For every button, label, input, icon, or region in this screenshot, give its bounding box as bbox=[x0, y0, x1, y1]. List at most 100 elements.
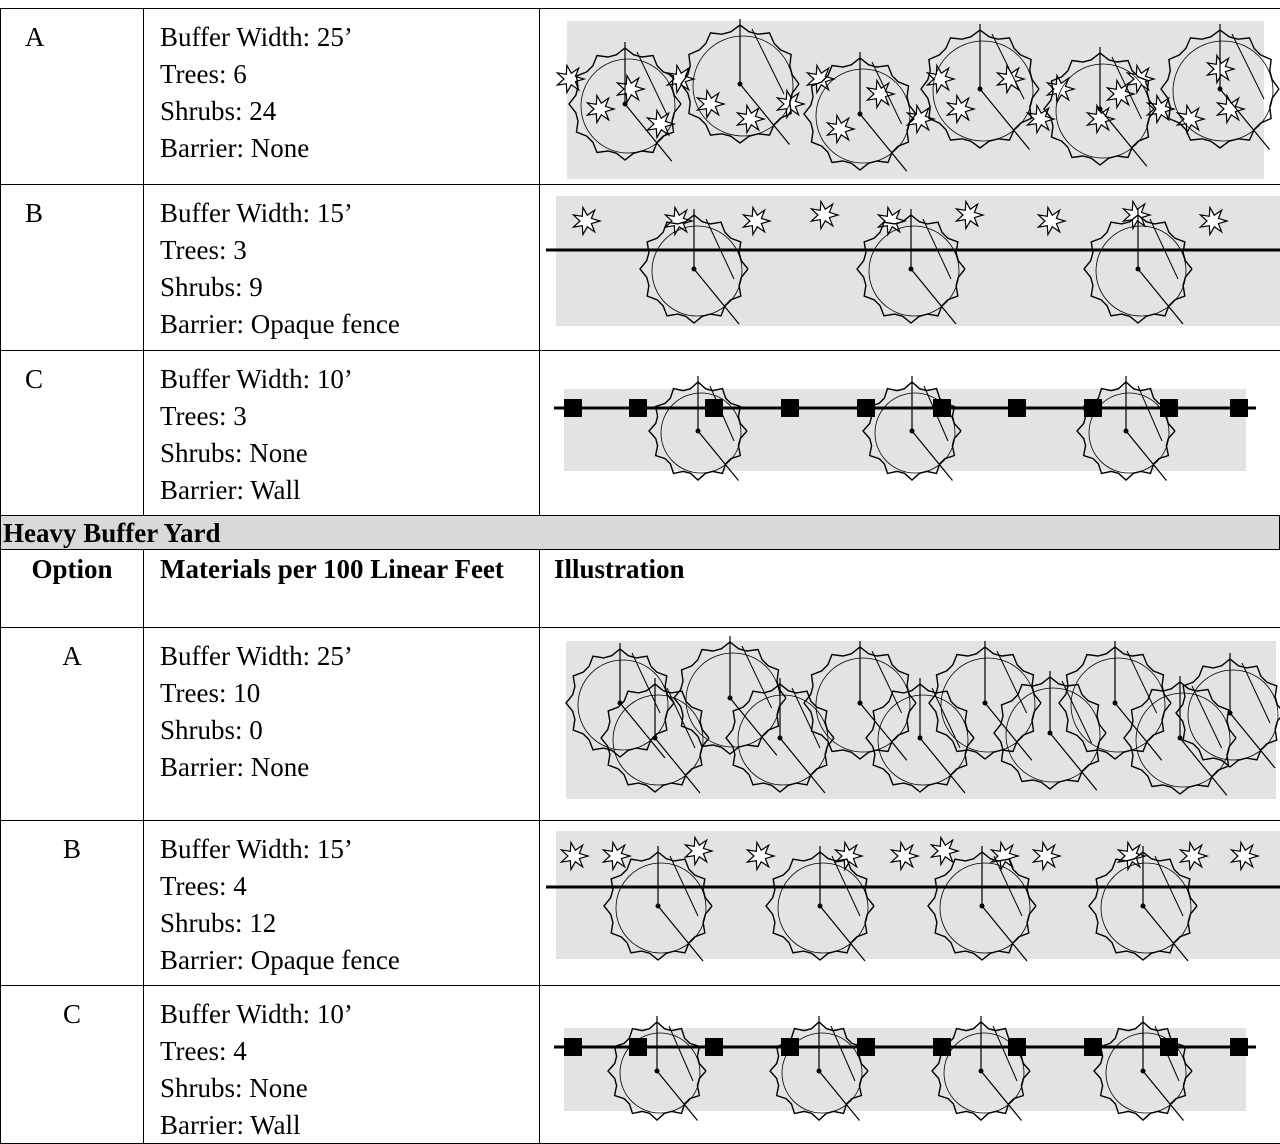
tree-center bbox=[982, 700, 988, 706]
material-line: Buffer Width: 25’ bbox=[160, 22, 353, 52]
material-line: Shrubs: None bbox=[160, 1073, 308, 1103]
tree bbox=[725, 683, 835, 793]
tree-center bbox=[979, 903, 985, 909]
shrub bbox=[665, 63, 697, 95]
tree-center bbox=[777, 735, 783, 741]
tree-branch bbox=[1126, 650, 1158, 714]
wall-post bbox=[1160, 399, 1178, 417]
material-line: Buffer Width: 25’ bbox=[160, 641, 353, 671]
wall-post bbox=[629, 399, 647, 417]
tree-branch bbox=[1137, 268, 1184, 325]
tree-branch bbox=[931, 687, 961, 749]
tree bbox=[932, 40, 1034, 142]
shrub bbox=[601, 840, 633, 872]
material-line: Trees: 6 bbox=[160, 59, 247, 89]
tree-center bbox=[655, 903, 661, 909]
tree-center bbox=[1097, 106, 1103, 112]
tree-branch bbox=[871, 61, 903, 125]
buffer-area bbox=[566, 641, 1276, 799]
option-cell: C bbox=[0, 985, 144, 1144]
tree bbox=[1172, 40, 1274, 142]
tree-branch bbox=[1142, 905, 1189, 962]
material-line: Barrier: None bbox=[160, 752, 310, 782]
tree-branch bbox=[831, 855, 861, 917]
header-text: Option bbox=[31, 554, 113, 584]
tree bbox=[619, 1032, 701, 1114]
tree-branch bbox=[666, 687, 696, 749]
option-label: C bbox=[25, 364, 44, 394]
tree-branch bbox=[911, 430, 953, 481]
buffer-area bbox=[556, 196, 1280, 326]
shrub bbox=[805, 63, 837, 95]
wall-post bbox=[564, 1038, 582, 1056]
tree-branch bbox=[979, 88, 1030, 150]
tree bbox=[1088, 851, 1198, 961]
tree-center bbox=[1140, 903, 1146, 909]
material-line: Trees: 3 bbox=[160, 401, 247, 431]
tree-center bbox=[622, 101, 628, 107]
tree bbox=[580, 58, 676, 154]
tree bbox=[769, 1021, 869, 1121]
material-line: Barrier: Wall bbox=[160, 1110, 301, 1140]
tree-branch bbox=[830, 1025, 856, 1082]
illustration-cell bbox=[539, 184, 1280, 351]
tree bbox=[920, 29, 1040, 149]
wall-post bbox=[705, 1038, 723, 1056]
wall-post bbox=[933, 399, 951, 417]
tree-branch bbox=[1231, 33, 1265, 100]
tree-branch bbox=[624, 103, 673, 162]
tree bbox=[692, 35, 794, 137]
shrub bbox=[1031, 840, 1063, 872]
option-label: B bbox=[62, 834, 81, 864]
tree bbox=[1175, 658, 1280, 768]
tree-center bbox=[977, 86, 983, 92]
tree bbox=[673, 641, 787, 755]
illustration-cell bbox=[539, 985, 1280, 1144]
tree-center bbox=[857, 700, 863, 706]
tree bbox=[993, 676, 1107, 790]
tree-branch bbox=[991, 33, 1025, 100]
shrub bbox=[555, 63, 587, 95]
option-cell: C bbox=[0, 350, 144, 516]
buffer-area bbox=[564, 389, 1246, 471]
shrub bbox=[745, 840, 777, 872]
tree-center bbox=[1140, 1068, 1146, 1074]
tree-branch bbox=[669, 855, 699, 917]
material-line: Barrier: Opaque fence bbox=[160, 309, 400, 339]
tree bbox=[777, 862, 869, 954]
wall-post bbox=[1084, 399, 1102, 417]
tree-branch bbox=[871, 650, 903, 714]
tree bbox=[1055, 63, 1151, 159]
material-line: Buffer Width: 15’ bbox=[160, 834, 353, 864]
illustration bbox=[554, 376, 1256, 481]
materials-cell: Buffer Width: 25’ Trees: 10 Shrubs: 0 Barri… bbox=[143, 627, 540, 821]
illustration bbox=[546, 831, 1280, 962]
tree-center bbox=[1217, 86, 1223, 92]
illustration-cell bbox=[539, 350, 1280, 516]
buffer-area bbox=[567, 21, 1264, 179]
tree-branch bbox=[751, 28, 785, 95]
tree bbox=[803, 57, 917, 171]
tree-center bbox=[695, 428, 701, 434]
header-text: Materials per 100 Linear Feet bbox=[160, 554, 504, 584]
tree bbox=[815, 657, 911, 753]
tree-branch bbox=[992, 1025, 1018, 1082]
shrub bbox=[559, 840, 591, 872]
material-line: Shrubs: 9 bbox=[160, 272, 263, 302]
tree-branch bbox=[818, 1070, 860, 1121]
materials-cell: Buffer Width: 15’ Trees: 3 Shrubs: 9 Barrie… bbox=[143, 184, 540, 351]
material-line: Barrier: Opaque fence bbox=[160, 945, 400, 975]
materials-cell: Buffer Width: 25’ Trees: 6 Shrubs: 24 Barri… bbox=[143, 8, 540, 185]
shrub bbox=[989, 840, 1021, 872]
tree-center bbox=[917, 735, 923, 741]
tree-branch bbox=[657, 905, 704, 962]
tree bbox=[1187, 669, 1279, 761]
tree bbox=[939, 862, 1031, 954]
tree-branch bbox=[636, 51, 668, 115]
material-line: Barrier: None bbox=[160, 133, 310, 163]
tree-branch bbox=[779, 737, 826, 794]
wall-post bbox=[781, 399, 799, 417]
shrub bbox=[735, 103, 767, 135]
tree-branch bbox=[656, 1070, 698, 1121]
